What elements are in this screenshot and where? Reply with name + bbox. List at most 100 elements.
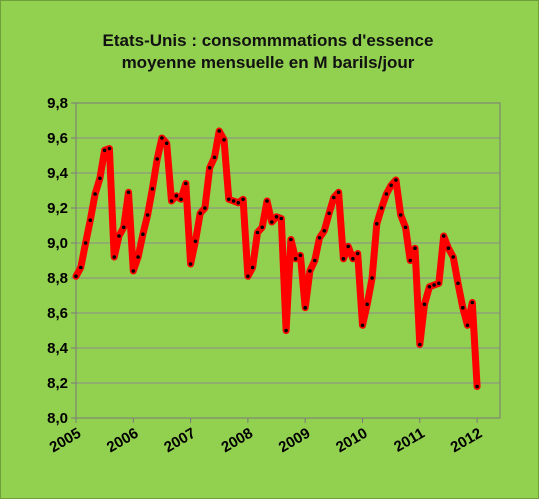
data-point (217, 129, 221, 133)
data-point (145, 213, 150, 217)
data-point (141, 232, 145, 236)
y-tick-label: 9,2 (47, 200, 68, 217)
data-point (451, 255, 456, 259)
data-point (308, 269, 312, 273)
data-point (207, 166, 212, 170)
data-point (379, 206, 384, 210)
data-point (289, 237, 293, 242)
data-point (74, 274, 78, 279)
data-point (437, 281, 441, 286)
data-point (241, 197, 245, 202)
data-point (375, 222, 379, 226)
data-point (102, 148, 107, 153)
data-point (112, 255, 116, 259)
data-point (117, 234, 121, 238)
y-tick-label: 9,4 (47, 165, 69, 182)
data-point (279, 216, 284, 221)
data-point (236, 201, 241, 205)
data-point (107, 146, 112, 151)
data-point (327, 211, 331, 216)
data-point (351, 257, 355, 261)
data-point (441, 234, 446, 238)
data-point (227, 197, 231, 202)
y-tick-label: 9,8 (47, 95, 68, 112)
data-point (255, 230, 260, 235)
plot-area-border (75, 102, 501, 419)
data-point (303, 305, 308, 310)
data-point (274, 215, 279, 219)
data-point (470, 300, 475, 305)
data-point (222, 138, 226, 142)
data-point (365, 302, 370, 307)
data-point (184, 181, 188, 186)
data-point (193, 239, 198, 244)
data-point (231, 199, 236, 203)
data-point (322, 229, 327, 233)
data-point (246, 274, 250, 279)
data-point (456, 281, 460, 286)
data-point (432, 283, 436, 287)
data-point (403, 225, 408, 230)
data-series (72, 127, 481, 390)
y-tick-label: 8,4 (47, 340, 69, 357)
data-point (408, 258, 413, 263)
data-point (298, 253, 303, 258)
y-tick-label: 8,8 (47, 270, 68, 287)
data-point (389, 183, 393, 188)
data-point (79, 265, 83, 270)
y-axis-ticks: 8,0 8,2 8,4 8,6 8,8 9,0 9,2 9,4 9,6 9,8 (47, 95, 76, 427)
data-point (121, 225, 126, 230)
data-point (427, 285, 432, 289)
data-point (370, 276, 374, 280)
y-tick-label: 8,0 (47, 410, 68, 427)
data-point (169, 199, 174, 203)
y-tick-label: 8,2 (47, 375, 68, 392)
data-point (131, 269, 136, 273)
data-point (212, 155, 217, 160)
data-point (465, 323, 470, 328)
data-point (341, 257, 346, 261)
data-point (174, 194, 179, 198)
data-point (250, 265, 255, 270)
data-point (83, 241, 88, 245)
data-point (461, 305, 465, 310)
data-point (336, 190, 341, 195)
data-point (422, 302, 427, 307)
data-point (413, 246, 417, 250)
data-point (475, 384, 479, 389)
data-point (203, 206, 207, 210)
data-point (179, 197, 183, 202)
data-point (360, 323, 365, 328)
data-point (188, 262, 193, 266)
data-point (136, 255, 140, 259)
data-point (265, 199, 269, 203)
data-point (284, 328, 288, 333)
data-point (160, 136, 164, 140)
data-point (270, 220, 274, 224)
y-tick-label: 9,0 (47, 235, 68, 252)
data-point (88, 218, 93, 222)
data-point (313, 258, 317, 263)
data-point (164, 141, 169, 146)
data-point (260, 225, 265, 230)
data-point (398, 213, 403, 217)
chart-title-line-2: moyenne mensuelle en M barils/jour (122, 53, 415, 72)
data-point (418, 342, 422, 347)
data-point (126, 190, 131, 195)
chart-title-line-1: Etats-Unis : consommmations d'essence (103, 31, 434, 50)
data-point (355, 251, 360, 256)
data-point (93, 192, 97, 196)
data-point (293, 257, 298, 261)
data-point (155, 157, 159, 161)
data-point (332, 195, 336, 200)
data-point (346, 244, 351, 249)
data-point (446, 246, 451, 250)
data-point (150, 187, 155, 191)
data-point (384, 192, 389, 196)
data-point (198, 211, 202, 216)
y-tick-label: 8,6 (47, 305, 68, 322)
data-point (98, 176, 102, 181)
data-point (317, 236, 322, 240)
data-point (394, 178, 398, 182)
